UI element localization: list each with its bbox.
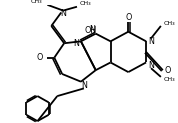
Text: CH₃: CH₃ xyxy=(80,1,91,6)
Text: OH: OH xyxy=(85,26,97,35)
Text: N: N xyxy=(148,61,154,70)
Text: N: N xyxy=(73,39,79,48)
Text: N: N xyxy=(148,37,154,46)
Text: N: N xyxy=(60,9,66,18)
Text: O: O xyxy=(125,13,132,22)
Text: CH₃: CH₃ xyxy=(164,21,176,26)
Text: CH₃: CH₃ xyxy=(164,77,176,82)
Text: O: O xyxy=(36,53,42,62)
Text: N: N xyxy=(81,81,87,90)
Text: O: O xyxy=(165,66,171,75)
Text: CH₃: CH₃ xyxy=(31,0,42,4)
Text: N: N xyxy=(89,25,95,34)
